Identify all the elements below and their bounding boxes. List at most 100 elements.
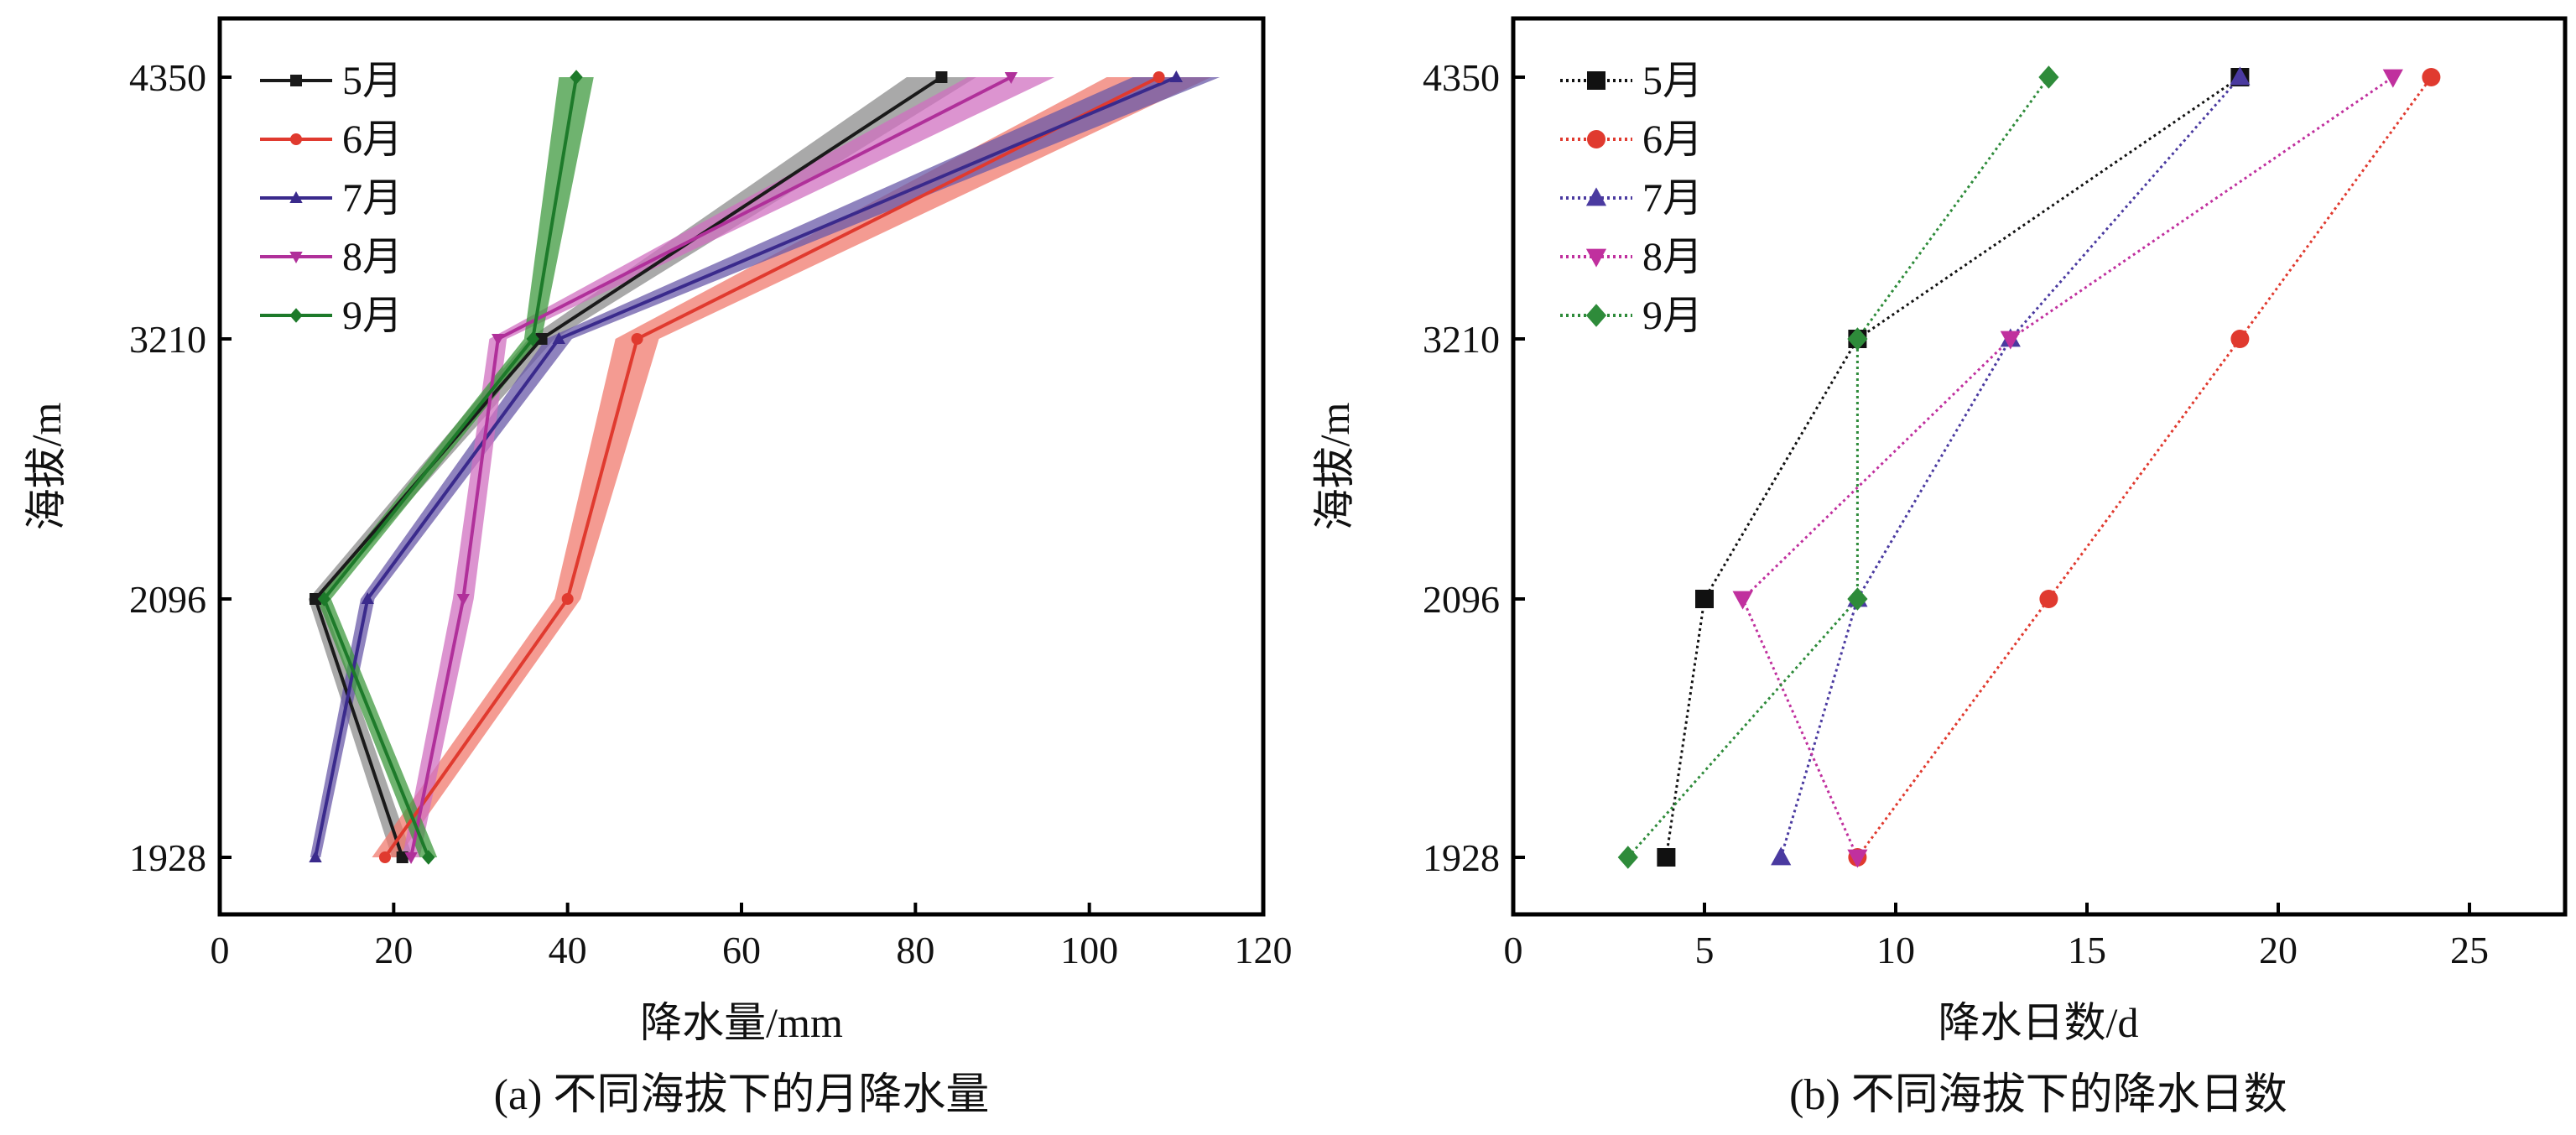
a-legend-swatch-marker — [290, 75, 302, 86]
a-y-ticks: 1928 2096 3210 4350 — [129, 56, 232, 879]
a-x-tick-label: 120 — [1235, 929, 1293, 971]
b-x-tick-label: 5 — [1695, 929, 1715, 971]
b-line-series-3 — [1779, 76, 2241, 858]
b-line-series-1 — [1664, 75, 2241, 858]
b-point-s5-4 — [2038, 65, 2059, 89]
a-point-s4-3 — [492, 334, 505, 346]
a-point-s5-3 — [526, 331, 539, 346]
b-point-s4-4 — [2382, 69, 2403, 88]
b-legend-swatch-marker — [1585, 187, 1607, 206]
b-legend-swatch-marker — [1587, 71, 1605, 90]
a-x-tick-label: 40 — [549, 929, 587, 971]
a-band-series-5 — [317, 77, 594, 857]
a-point-s3-3 — [552, 331, 565, 344]
b-legend-label: 5月 — [1642, 59, 1703, 103]
b-point-s3-4 — [2230, 66, 2251, 86]
a-x-tick-label: 0 — [211, 929, 230, 971]
b-legend-label: 6月 — [1642, 117, 1703, 162]
b-legend-label: 7月 — [1642, 176, 1703, 221]
b-point-s3-1 — [1771, 846, 1792, 866]
a-x-tick-label: 100 — [1060, 929, 1118, 971]
a-x-tick-label: 60 — [722, 929, 761, 971]
b-point-s1-2 — [1695, 590, 1714, 608]
b-legend-label: 9月 — [1642, 294, 1703, 338]
a-lines — [313, 75, 1178, 859]
a-legend-swatch-marker — [289, 308, 303, 323]
a-line-series-5 — [322, 76, 579, 858]
b-lines — [1626, 75, 2433, 858]
b-markers — [1617, 65, 2441, 869]
a-point-s2-4 — [1153, 71, 1165, 83]
b-x-tick-label: 25 — [2450, 929, 2489, 971]
b-point-s4-1 — [1847, 849, 1868, 868]
a-markers — [309, 70, 1184, 865]
b-line-series-2 — [1856, 76, 2433, 858]
b-point-s1-1 — [1657, 848, 1676, 867]
b-legend-swatch-marker — [1585, 248, 1607, 268]
b-y-axis-label: 海拔/m — [1311, 403, 1358, 531]
a-x-tick-label: 20 — [374, 929, 413, 971]
b-legend-swatch-marker — [1587, 130, 1605, 148]
b-y-tick-label: 4350 — [1423, 56, 1500, 99]
a-legend-swatch-marker — [290, 133, 302, 145]
b-y-tick-label: 3210 — [1423, 318, 1500, 361]
b-line-series-5 — [1626, 76, 2050, 858]
b-line-series-4 — [1741, 75, 2394, 858]
b-point-s2-2 — [2039, 590, 2058, 608]
b-point-s2-3 — [2230, 330, 2250, 348]
a-line-series-1 — [313, 75, 943, 858]
a-point-s2-2 — [561, 593, 574, 605]
b-x-tick-label: 10 — [1876, 929, 1915, 971]
a-line-series-4 — [409, 75, 1012, 858]
a-point-s5-2 — [317, 591, 331, 607]
b-legend: 5月 6月 7月 8月 9月 — [1560, 59, 1703, 338]
b-x-ticks: 0 5 10 15 20 25 — [1504, 903, 2489, 971]
a-point-s1-4 — [935, 71, 948, 83]
a-line-series-2 — [383, 75, 1160, 859]
b-point-s5-3 — [1847, 327, 1868, 351]
a-y-tick-label: 1928 — [129, 836, 206, 879]
a-y-tick-label: 3210 — [129, 318, 206, 361]
b-x-tick-label: 0 — [1504, 929, 1523, 971]
a-legend: 5月 6月 7月 8月 9月 — [260, 59, 403, 338]
a-x-ticks: 0 20 40 60 80 100 120 — [211, 903, 1293, 971]
b-point-s4-2 — [1732, 591, 1753, 610]
a-legend-swatch-marker — [289, 190, 303, 203]
b-x-axis-label: 降水日数/d — [1939, 999, 2139, 1046]
a-point-s3-4 — [1169, 70, 1184, 82]
b-point-s5-1 — [1617, 846, 1638, 869]
a-point-s1-3 — [535, 333, 548, 345]
a-legend-label: 8月 — [342, 235, 403, 279]
a-x-axis-label: 降水量/mm — [640, 999, 843, 1046]
a-caption: (a) 不同海拔下的月降水量 — [494, 1071, 990, 1119]
a-point-s2-3 — [631, 333, 643, 345]
a-point-s4-4 — [1004, 72, 1018, 85]
a-point-s5-4 — [570, 70, 583, 85]
b-point-s5-2 — [1847, 587, 1868, 611]
a-y-tick-label: 4350 — [129, 56, 206, 99]
a-point-s4-1 — [404, 852, 418, 865]
b-x-tick-label: 15 — [2068, 929, 2106, 971]
b-plot-frame — [1511, 16, 2568, 917]
b-legend-label: 8月 — [1642, 235, 1703, 279]
a-y-axis-label: 海拔/m — [23, 403, 70, 531]
a-line-series-3 — [314, 75, 1178, 858]
b-x-tick-label: 20 — [2259, 929, 2298, 971]
a-legend-label: 6月 — [342, 117, 403, 162]
b-y-ticks: 1928 2096 3210 4350 — [1423, 56, 1525, 879]
a-y-tick-label: 2096 — [129, 578, 206, 621]
b-point-s4-3 — [2000, 331, 2021, 350]
a-point-s3-2 — [361, 591, 374, 604]
a-point-s2-1 — [378, 851, 391, 863]
a-legend-label: 7月 — [342, 176, 403, 221]
b-y-tick-label: 2096 — [1423, 578, 1500, 621]
a-x-tick-label: 80 — [896, 929, 934, 971]
chart-a: 0 20 40 60 80 100 120 1928 2096 3210 4350 5月 6月 7月 8… — [23, 16, 1293, 1119]
a-point-s3-1 — [309, 850, 322, 862]
b-y-tick-label: 1928 — [1423, 836, 1500, 879]
a-point-s1-2 — [310, 593, 322, 605]
b-caption: (b) 不同海拔下的降水日数 — [1789, 1071, 2287, 1119]
a-point-s5-1 — [422, 850, 435, 865]
a-point-s1-1 — [396, 851, 409, 863]
